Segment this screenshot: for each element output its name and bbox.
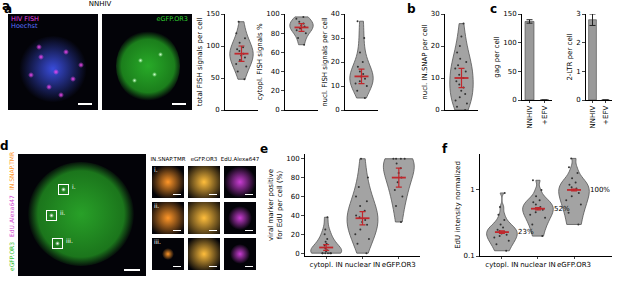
svg-text:100: 100 xyxy=(266,10,279,18)
svg-text:40: 40 xyxy=(291,212,300,220)
svg-text:f: f xyxy=(442,142,448,156)
svg-text:0: 0 xyxy=(435,106,439,114)
svg-text:0: 0 xyxy=(512,96,516,104)
svg-text:100: 100 xyxy=(503,39,516,47)
svg-text:50: 50 xyxy=(508,68,517,76)
svg-text:150: 150 xyxy=(206,10,219,18)
html-text:HIV FISH: HIV FISH xyxy=(11,15,39,23)
svg-text:23%: 23% xyxy=(518,228,534,236)
svg-text:cytopl. FISH signals %: cytopl. FISH signals % xyxy=(256,23,264,100)
svg-text:b: b xyxy=(407,2,416,16)
html-text:eGFP.OR3: eGFP.OR3 xyxy=(8,240,15,271)
html-text:Hoechst: Hoechst xyxy=(11,22,38,31)
svg-text:cytopl. IN: cytopl. IN xyxy=(310,261,343,269)
svg-text:80: 80 xyxy=(271,30,280,38)
svg-text:0.1: 0.1 xyxy=(463,252,474,260)
svg-text:1: 1 xyxy=(576,68,580,76)
svg-text:60: 60 xyxy=(271,49,280,57)
svg-text:100%: 100% xyxy=(590,186,610,194)
svg-text:20: 20 xyxy=(431,42,440,50)
svg-text:0: 0 xyxy=(275,106,279,114)
svg-text:eGFP.OR3: eGFP.OR3 xyxy=(557,261,591,269)
svg-text:50: 50 xyxy=(211,74,220,82)
svg-text:20: 20 xyxy=(331,58,340,66)
svg-text:20: 20 xyxy=(291,231,300,239)
svg-text:60: 60 xyxy=(291,193,300,201)
svg-text:NNHIV: NNHIV xyxy=(589,106,597,129)
svg-text:nucl. FISH signals per cell: nucl. FISH signals per cell xyxy=(321,17,329,107)
svg-text:total FISH signals per cell: total FISH signals per cell xyxy=(196,18,204,107)
svg-text:viral marker positivefor EdU p: viral marker positivefor EdU per cell (%… xyxy=(267,169,284,241)
svg-text:nuclear IN: nuclear IN xyxy=(345,261,381,269)
svg-text:0: 0 xyxy=(295,250,299,258)
svg-text:+EFV: +EFV xyxy=(602,106,610,125)
html-text:iii.: iii. xyxy=(154,238,161,245)
svg-text:150: 150 xyxy=(503,10,516,18)
svg-text:2: 2 xyxy=(576,39,580,47)
svg-text:1: 1 xyxy=(470,186,474,194)
svg-text:80: 80 xyxy=(291,174,300,182)
svg-text:52%: 52% xyxy=(554,205,570,213)
html-text:eGFP.OR3 EdU.Alexa647: eGFP.OR3 EdU.Alexa647 xyxy=(190,156,260,162)
svg-text:40: 40 xyxy=(331,10,340,18)
html-text:IN.SNAP.TMR: IN.SNAP.TMR xyxy=(8,152,15,191)
svg-text:0: 0 xyxy=(576,96,580,104)
svg-text:EdU intensity normalized: EdU intensity normalized xyxy=(454,161,462,249)
svg-text:10: 10 xyxy=(431,74,440,82)
svg-text:NNHIV: NNHIV xyxy=(526,106,534,129)
svg-text:10: 10 xyxy=(331,82,340,90)
svg-text:gag per cell: gag per cell xyxy=(493,36,501,77)
svg-text:nuclear IN: nuclear IN xyxy=(520,261,556,269)
svg-text:100: 100 xyxy=(206,42,219,50)
svg-text:eGFP.OR3: eGFP.OR3 xyxy=(382,261,416,269)
svg-text:+EFV: +EFV xyxy=(541,106,549,125)
html-text:NNHIV: NNHIV xyxy=(88,0,112,8)
svg-text:30: 30 xyxy=(431,10,440,18)
svg-text:100: 100 xyxy=(286,155,299,163)
html-text:EdU.Alexa647: EdU.Alexa647 xyxy=(8,193,15,237)
svg-text:e: e xyxy=(260,142,268,156)
svg-text:30: 30 xyxy=(331,34,340,42)
html-text:d: d xyxy=(0,139,9,153)
html-text:i.: i. xyxy=(154,166,158,173)
html-text:ii.: ii. xyxy=(60,209,66,216)
svg-text:20: 20 xyxy=(271,87,280,95)
svg-text:c: c xyxy=(490,2,497,16)
html-text:ii.: ii. xyxy=(154,202,160,209)
svg-text:0: 0 xyxy=(215,106,219,114)
svg-text:2-LTR per cell: 2-LTR per cell xyxy=(566,33,574,80)
svg-text:nucl. IN.SNAP per cell: nucl. IN.SNAP per cell xyxy=(421,24,429,100)
svg-text:40: 40 xyxy=(271,68,280,76)
svg-text:cytopl. IN: cytopl. IN xyxy=(485,261,518,269)
html-text:iii.: iii. xyxy=(66,237,73,244)
svg-text:a: a xyxy=(4,2,12,16)
svg-text:3: 3 xyxy=(576,10,580,18)
html-text:i.: i. xyxy=(72,183,76,190)
html-text:IN.SNAP.TMR: IN.SNAP.TMR xyxy=(150,156,186,162)
svg-text:0: 0 xyxy=(335,106,339,114)
html-text:eGFP.OR3: eGFP.OR3 xyxy=(156,15,188,23)
